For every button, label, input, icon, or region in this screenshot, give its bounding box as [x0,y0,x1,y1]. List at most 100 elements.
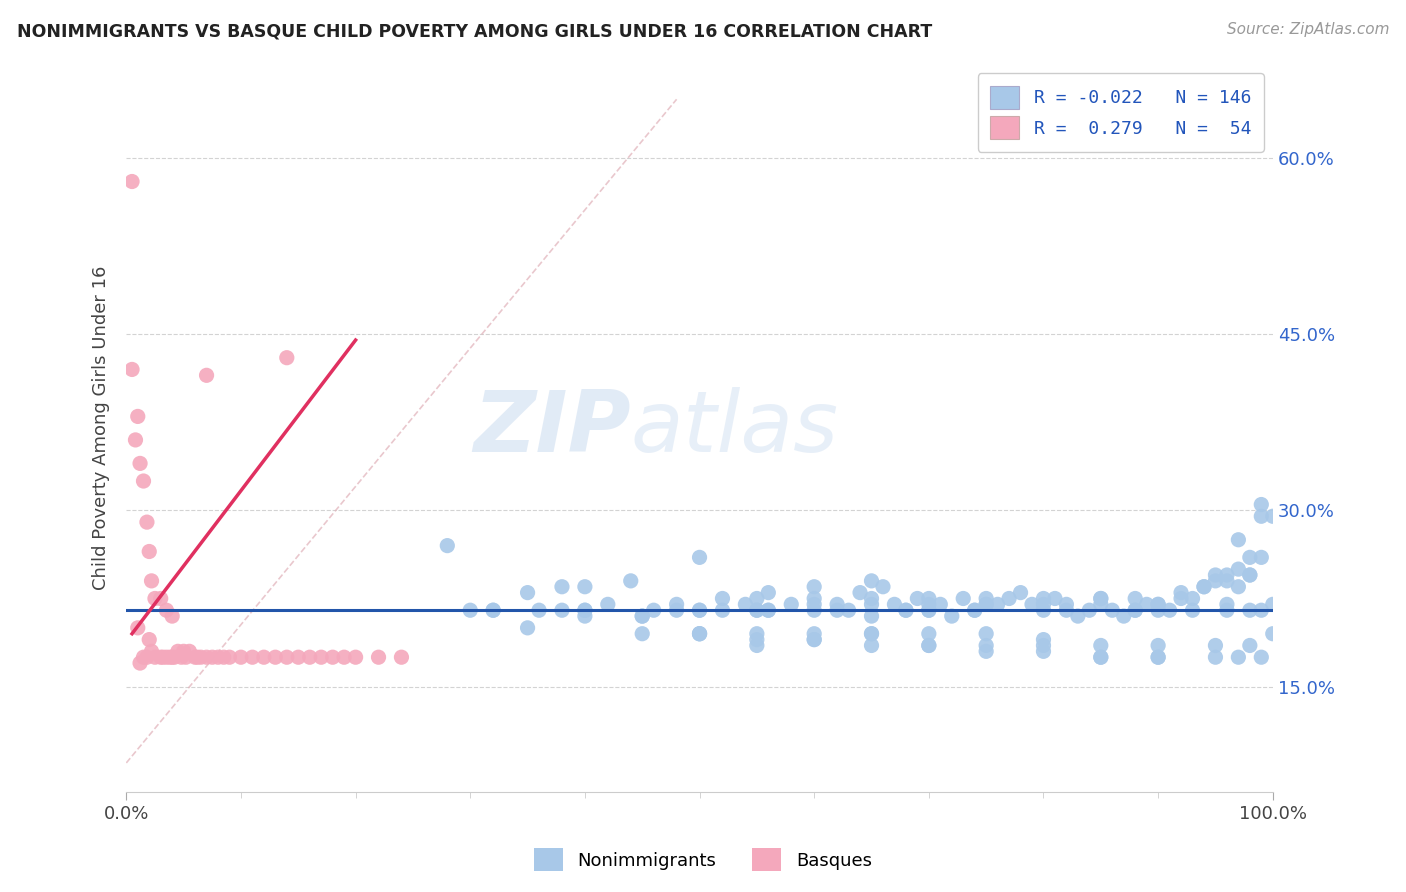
Point [918,639,941,653]
Point [1204,639,1226,653]
Point [179,644,201,658]
Point [974,598,997,612]
Point [1216,568,1239,582]
Point [163,650,186,665]
Point [1250,498,1272,512]
Point [689,603,711,617]
Point [212,650,235,665]
Point [141,574,163,588]
Point [1147,650,1170,665]
Point [127,409,149,424]
Point [803,591,825,606]
Point [1192,580,1215,594]
Point [186,650,208,665]
Point [631,626,654,640]
Point [1170,585,1192,599]
Point [894,603,917,617]
Point [516,585,538,599]
Point [1032,632,1054,647]
Point [298,650,321,665]
Point [253,650,276,665]
Point [138,632,160,647]
Point [1239,550,1261,565]
Point [838,603,860,617]
Point [1010,585,1032,599]
Point [860,626,883,640]
Point [1261,509,1284,524]
Point [218,650,240,665]
Point [287,650,309,665]
Point [1101,603,1123,617]
Point [941,609,963,624]
Point [124,433,146,447]
Point [1147,639,1170,653]
Point [883,598,905,612]
Point [436,539,458,553]
Point [803,598,825,612]
Point [918,603,941,617]
Point [1250,603,1272,617]
Text: Source: ZipAtlas.com: Source: ZipAtlas.com [1226,22,1389,37]
Point [1239,568,1261,582]
Point [745,603,768,617]
Point [711,591,734,606]
Point [1239,568,1261,582]
Point [1261,626,1284,640]
Point [860,609,883,624]
Point [367,650,389,665]
Point [1147,650,1170,665]
Point [711,603,734,617]
Point [860,639,883,653]
Point [860,626,883,640]
Point [1090,591,1112,606]
Point [160,650,183,665]
Point [344,650,367,665]
Point [574,603,596,617]
Point [689,626,711,640]
Point [138,544,160,558]
Point [665,598,688,612]
Point [1123,603,1146,617]
Point [974,626,997,640]
Point [1170,591,1192,606]
Point [1239,639,1261,653]
Point [974,598,997,612]
Point [631,609,654,624]
Point [1136,598,1159,612]
Point [643,603,665,617]
Point [825,603,848,617]
Point [1227,533,1250,547]
Point [1078,603,1101,617]
Point [803,632,825,647]
Point [1032,603,1054,617]
Point [745,632,768,647]
Point [849,585,872,599]
Point [1181,591,1204,606]
Point [1090,591,1112,606]
Point [167,644,190,658]
Point [276,650,298,665]
Point [894,603,917,617]
Point [998,591,1021,606]
Point [1123,591,1146,606]
Point [527,603,550,617]
Point [551,580,574,594]
Point [143,591,166,606]
Point [756,585,779,599]
Point [129,457,152,471]
Point [482,603,505,617]
Point [1204,574,1226,588]
Point [1032,591,1054,606]
Point [745,639,768,653]
Point [159,650,181,665]
Point [918,591,941,606]
Point [974,639,997,653]
Point [1204,650,1226,665]
Point [516,621,538,635]
Text: ZIP: ZIP [474,386,631,470]
Point [860,598,883,612]
Point [860,574,883,588]
Point [1147,598,1170,612]
Point [190,650,212,665]
Point [121,362,143,376]
